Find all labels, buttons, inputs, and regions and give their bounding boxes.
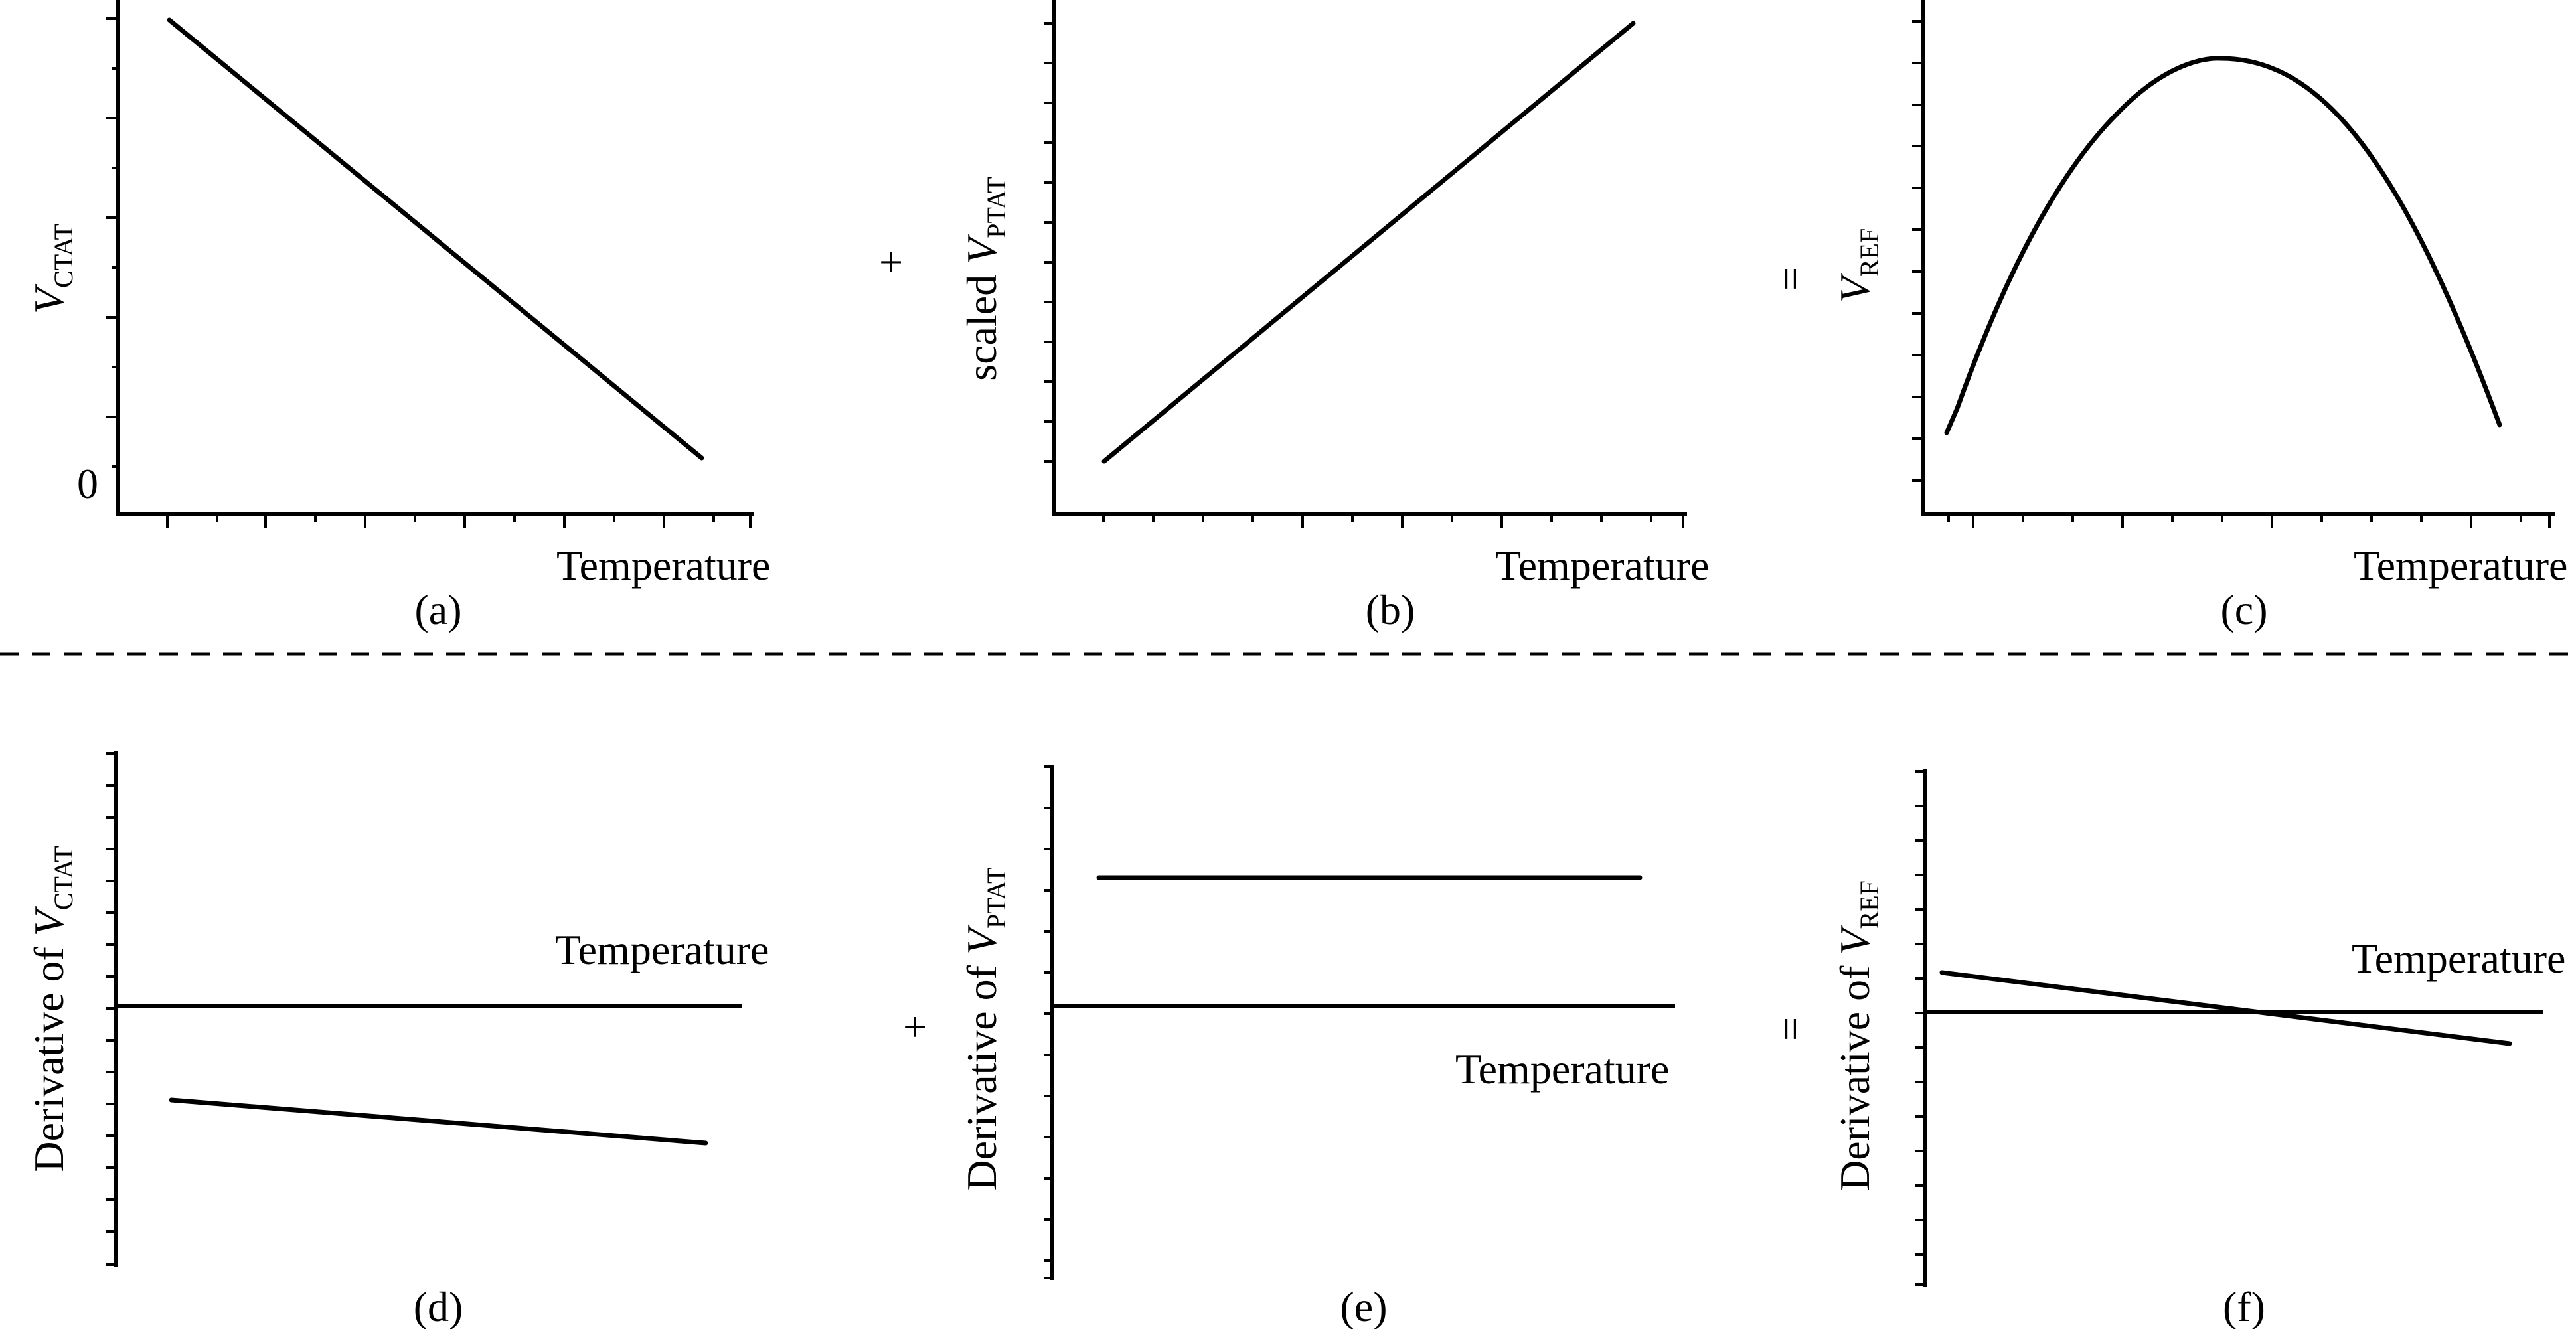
panel-e-y-label-var: V [958,924,1005,955]
panel-a-vctat-curve [167,17,704,461]
panel-b-y-ticks [1044,22,1054,463]
panel-c-x-axis-label: Temperature [2354,542,2567,589]
panel-c-y-label-sub: REF [1854,228,1884,277]
panel-b-y-axis-label: scaled VPTAT [958,177,1011,380]
panel-d-y-axis-label: Derivative of VCTAT [25,846,78,1172]
panel-c-vref-curve [1944,56,2502,435]
panel-d-dvctat-curve [169,1097,708,1146]
panel-b-x-axis-label: Temperature [1495,542,1709,589]
panel-f-caption: (f) [2223,1283,2265,1329]
panel-f-dvref-curve [1939,970,2512,1046]
panel-e-x-axis-label: Temperature [1455,1046,1669,1093]
panel-e: + Derivative of VPTAT Temperature (e) [903,765,1675,1329]
panel-f-operator: = [1767,1017,1814,1041]
panel-b: + scaled VPTAT Temperature (b) [879,0,1709,633]
panel-f-y-label-sub: REF [1854,880,1884,929]
panel-b-y-label-var: V [958,234,1005,264]
panel-a-x-axis-label: Temperature [556,542,770,589]
panel-c-operator: = [1767,267,1814,291]
panel-d-y-label-prefix: Derivative of [25,936,72,1172]
panel-f-y-label-prefix: Derivative of [1831,955,1878,1191]
panel-b-x-ticks [1102,514,1684,528]
panel-d-y-label-sub: CTAT [48,846,78,910]
panel-c-y-ticks [1912,20,1923,482]
panel-d-x-axis-label: Temperature [555,926,769,973]
panel-c: = VREF Temperature (c) [1767,0,2567,633]
panel-e-y-ticks [1044,765,1052,1279]
panel-b-operator: + [879,238,903,285]
panel-d-y-label-var: V [25,905,72,936]
panel-b-y-label-sub: PTAT [981,177,1011,238]
panel-c-y-label-var: V [1831,272,1878,303]
panel-b-caption: (b) [1366,586,1415,633]
panel-a: 0 VCTAT Temperature (a) [25,0,770,633]
panel-b-y-label-prefix: scaled [958,264,1005,381]
panel-c-caption: (c) [2220,586,2267,633]
panel-d-y-ticks [106,752,116,1266]
panel-a-zero-label: 0 [77,460,98,507]
panel-a-x-ticks [166,514,752,528]
panel-f-x-axis-label: Temperature [2352,935,2565,982]
panel-c-x-ticks [1947,514,2551,528]
panel-a-y-ticks [106,17,118,468]
panel-a-caption: (a) [414,586,461,633]
panel-a-y-axis-label: VCTAT [25,224,78,314]
panel-f: = Derivative of VREF Temperature (f) [1767,769,2565,1329]
panel-e-caption: (e) [1340,1283,1387,1329]
panel-a-y-label-sub: CTAT [48,224,78,288]
panel-f-y-ticks [1915,770,1925,1286]
panel-b-vptat-curve [1101,21,1636,464]
panel-e-operator: + [903,1003,927,1050]
panel-e-y-axis-label: Derivative of VPTAT [958,868,1011,1191]
panel-e-y-label-sub: PTAT [981,868,1011,929]
panel-f-y-label-var: V [1831,925,1878,955]
panel-d: Derivative of VCTAT Temperature (d) [25,751,769,1329]
panel-d-caption: (d) [414,1283,463,1329]
panel-a-y-label-var: V [25,283,72,314]
panel-f-y-axis-label: Derivative of VREF [1831,880,1884,1191]
panel-e-y-label-prefix: Derivative of [958,955,1005,1190]
panel-c-y-axis-label: VREF [1831,228,1884,303]
